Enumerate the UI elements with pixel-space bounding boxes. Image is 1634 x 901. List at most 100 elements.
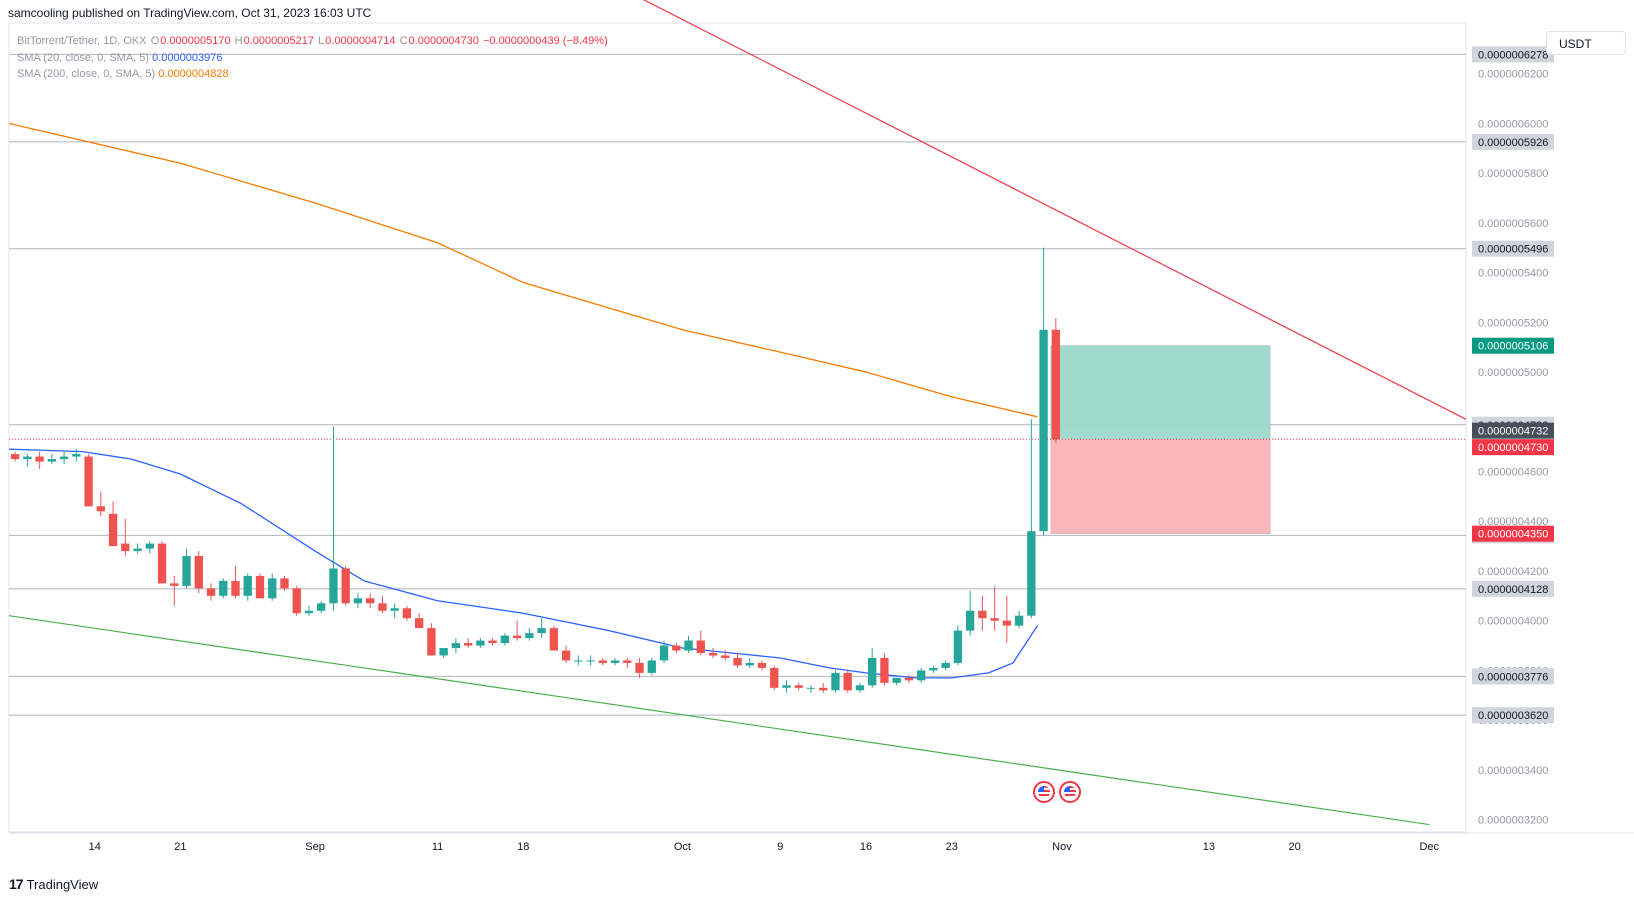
candle-body[interactable] xyxy=(47,459,57,462)
candle-body[interactable] xyxy=(439,648,448,656)
price-tag[interactable] xyxy=(1472,337,1554,354)
us-flag-event-icon[interactable] xyxy=(1033,781,1055,803)
candle-body[interactable] xyxy=(1014,615,1024,626)
candle-body[interactable] xyxy=(941,662,950,668)
candle-body[interactable] xyxy=(586,660,595,662)
candle-body[interactable] xyxy=(255,575,265,599)
candle-body[interactable] xyxy=(145,543,154,549)
candle-body[interactable] xyxy=(843,672,852,691)
candle-body[interactable] xyxy=(84,456,93,507)
candle-body[interactable] xyxy=(451,643,461,649)
level-tag[interactable] xyxy=(1472,580,1554,597)
legend-symbol-row[interactable]: BitTorrent/Tether, 1D, OKX O0.0000005170… xyxy=(17,33,609,50)
candle-body[interactable] xyxy=(684,640,693,651)
candle-body[interactable] xyxy=(929,667,938,671)
candle-body[interactable] xyxy=(292,588,301,614)
candle-body[interactable] xyxy=(598,660,607,663)
candle-body[interactable] xyxy=(1051,329,1060,440)
candle-body[interactable] xyxy=(170,583,179,586)
candle-body[interactable] xyxy=(243,575,252,596)
candle-body[interactable] xyxy=(561,650,571,661)
candle-body[interactable] xyxy=(635,662,644,673)
candle-body[interactable] xyxy=(378,603,387,611)
candle-body[interactable] xyxy=(317,603,326,611)
candle-body[interactable] xyxy=(157,543,167,584)
candle-body[interactable] xyxy=(353,598,363,604)
candle-body[interactable] xyxy=(537,628,546,634)
stop-loss-zone[interactable] xyxy=(1050,439,1271,534)
candle-body[interactable] xyxy=(268,578,277,599)
candle-body[interactable] xyxy=(500,635,510,644)
legend-sma20-row[interactable]: SMA (20, close, 0, SMA, 5) 0.0000003976 xyxy=(17,50,609,67)
candle-body[interactable] xyxy=(35,456,44,462)
candle-body[interactable] xyxy=(953,630,963,663)
upper-trendline[interactable] xyxy=(9,0,1467,420)
candle-body[interactable] xyxy=(10,454,20,460)
candle-body[interactable] xyxy=(108,513,118,547)
candle-body[interactable] xyxy=(402,608,412,619)
candle-body[interactable] xyxy=(427,628,436,656)
level-tag[interactable] xyxy=(1472,240,1554,257)
candle-body[interactable] xyxy=(623,660,632,663)
candle-body[interactable] xyxy=(868,657,877,686)
candle-body[interactable] xyxy=(794,685,803,688)
candle-body[interactable] xyxy=(415,618,424,629)
candle-body[interactable] xyxy=(721,655,730,658)
candle-body[interactable] xyxy=(708,652,718,656)
candle-body[interactable] xyxy=(23,456,32,460)
candle-body[interactable] xyxy=(463,643,473,646)
candle-body[interactable] xyxy=(990,618,999,621)
candle-body[interactable] xyxy=(219,580,228,596)
legend-sma200-row[interactable]: SMA (200, close, 0, SMA, 5) 0.0000004828 xyxy=(17,66,609,83)
candle-body[interactable] xyxy=(133,548,142,552)
candle-body[interactable] xyxy=(1039,329,1048,532)
level-tag[interactable] xyxy=(1472,46,1554,63)
price-tag[interactable] xyxy=(1472,422,1554,439)
currency-selector[interactable]: USDT xyxy=(1546,31,1626,55)
candle-body[interactable] xyxy=(1027,531,1036,616)
candle-body[interactable] xyxy=(647,660,656,673)
candle-body[interactable] xyxy=(659,645,669,661)
sma20-line[interactable] xyxy=(8,448,1039,679)
candle-body[interactable] xyxy=(757,662,767,668)
candle-body[interactable] xyxy=(892,677,901,683)
candle-body[interactable] xyxy=(733,657,742,666)
candle-body[interactable] xyxy=(1002,620,1012,626)
candle-body[interactable] xyxy=(745,662,754,666)
candle-body[interactable] xyxy=(121,543,130,552)
candle-body[interactable] xyxy=(696,640,705,653)
candle-body[interactable] xyxy=(610,660,620,663)
candle-body[interactable] xyxy=(280,578,289,589)
candle-body[interactable] xyxy=(965,610,975,631)
candle-body[interactable] xyxy=(476,640,485,646)
candle-body[interactable] xyxy=(366,598,375,604)
candle-body[interactable] xyxy=(304,610,314,614)
candle-body[interactable] xyxy=(978,610,987,619)
candle-body[interactable] xyxy=(831,672,840,691)
level-tag[interactable] xyxy=(1472,668,1554,685)
candle-body[interactable] xyxy=(916,670,926,681)
candle-body[interactable] xyxy=(512,635,522,639)
candle-body[interactable] xyxy=(206,588,216,596)
candle-body[interactable] xyxy=(231,580,240,596)
footer-brand[interactable]: 17 TradingView xyxy=(9,876,98,892)
candle-body[interactable] xyxy=(806,687,816,689)
candle-body[interactable] xyxy=(194,556,203,589)
candle-body[interactable] xyxy=(855,685,865,691)
candle-body[interactable] xyxy=(488,640,497,644)
price-tag[interactable] xyxy=(1472,525,1554,542)
level-tag[interactable] xyxy=(1472,133,1554,150)
sma200-line[interactable] xyxy=(8,122,1038,418)
candle-body[interactable] xyxy=(880,657,889,683)
candle-body[interactable] xyxy=(525,633,534,639)
candle-body[interactable] xyxy=(770,667,779,688)
candle-body[interactable] xyxy=(904,677,914,681)
candle-body[interactable] xyxy=(96,506,105,512)
lower-trendline[interactable] xyxy=(8,615,1430,826)
candle-body[interactable] xyxy=(390,608,399,611)
candle-body[interactable] xyxy=(329,568,338,604)
candle-body[interactable] xyxy=(549,628,559,651)
candle-body[interactable] xyxy=(341,568,350,604)
candle-body[interactable] xyxy=(672,645,681,651)
